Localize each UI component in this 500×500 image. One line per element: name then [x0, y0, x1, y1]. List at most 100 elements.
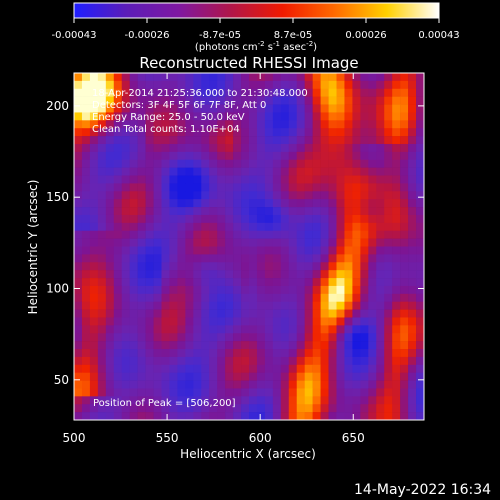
heatmap-cell	[336, 175, 345, 184]
heatmap-cell	[225, 356, 234, 366]
heatmap-cell	[185, 80, 194, 90]
heatmap-cell	[74, 349, 83, 358]
heatmap-cell	[169, 80, 178, 90]
heatmap-cell	[113, 175, 123, 184]
heatmap-cell	[392, 293, 401, 303]
heatmap-cell	[336, 159, 345, 168]
heatmap-cell	[320, 151, 329, 161]
heatmap-cell	[336, 214, 345, 224]
heatmap-cell	[217, 128, 226, 137]
heatmap-cell	[416, 207, 424, 216]
heatmap-cell	[97, 349, 107, 358]
heatmap-cell	[384, 309, 393, 318]
heatmap-cell	[336, 254, 345, 263]
heatmap-cell	[392, 73, 401, 82]
heatmap-cell	[97, 372, 107, 381]
heatmap-cell	[328, 112, 337, 121]
heatmap-cell	[249, 396, 258, 405]
heatmap-cell	[408, 230, 417, 239]
heatmap-cell	[320, 207, 329, 216]
heatmap-cell	[304, 230, 313, 239]
heatmap-cell	[201, 104, 210, 113]
heatmap-cell	[225, 309, 234, 318]
heatmap-cell	[312, 364, 321, 373]
heatmap-cell	[153, 128, 162, 137]
heatmap-cell	[74, 151, 83, 161]
heatmap-cell	[105, 349, 115, 358]
heatmap-cell	[352, 207, 361, 216]
heatmap-cell	[416, 262, 424, 271]
heatmap-cell	[217, 143, 226, 153]
heatmap-cell	[161, 412, 170, 420]
heatmap-cell	[400, 372, 409, 381]
heatmap-cell	[105, 254, 115, 263]
heatmap-cell	[161, 285, 170, 295]
heatmap-cell	[233, 230, 242, 239]
heatmap-cell	[288, 396, 298, 405]
heatmap-cell	[177, 80, 186, 90]
heatmap-cell	[256, 238, 266, 247]
heatmap-cell	[201, 167, 210, 176]
heatmap-cell	[392, 262, 401, 271]
heatmap-cell	[81, 143, 91, 153]
heatmap-cell	[241, 159, 250, 168]
heatmap-cell	[280, 207, 290, 216]
heatmap-cell	[296, 73, 305, 82]
heatmap-cell	[400, 143, 409, 153]
heatmap-cell	[153, 120, 162, 129]
heatmap-cell	[296, 301, 305, 310]
heatmap-cell	[153, 143, 162, 153]
heatmap-cell	[320, 159, 329, 168]
heatmap-cell	[392, 120, 401, 129]
heatmap-cell	[256, 262, 266, 271]
heatmap-cell	[360, 207, 369, 216]
heatmap-cell	[344, 380, 353, 389]
heatmap-cell	[288, 309, 298, 318]
heatmap-cell	[408, 128, 417, 137]
heatmap-cell	[201, 183, 210, 192]
heatmap-cell	[336, 404, 345, 413]
heatmap-cell	[272, 207, 282, 216]
heatmap-cell	[272, 96, 282, 105]
heatmap-cell	[264, 356, 274, 366]
heatmap-cell	[392, 230, 401, 239]
heatmap-cell	[161, 151, 170, 161]
heatmap-cell	[145, 262, 154, 271]
heatmap-cell	[264, 120, 274, 129]
heatmap-cell	[249, 104, 258, 113]
heatmap-cell	[129, 309, 138, 318]
heatmap-cell	[352, 341, 361, 350]
heatmap-cell	[121, 341, 130, 350]
heatmap-cell	[376, 191, 385, 200]
heatmap-cell	[408, 317, 417, 326]
heatmap-cell	[280, 380, 290, 389]
heatmap-cell	[368, 356, 377, 366]
x-axis-tick-label: 600	[249, 431, 272, 445]
heatmap-cell	[304, 246, 313, 255]
heatmap-cell	[336, 356, 345, 366]
heatmap-cell	[312, 151, 321, 161]
heatmap-cell	[169, 112, 178, 121]
heatmap-cell	[113, 159, 123, 168]
heatmap-cell	[233, 159, 242, 168]
heatmap-cell	[225, 191, 234, 200]
heatmap-cell	[336, 191, 345, 200]
heatmap-cell	[368, 341, 377, 350]
heatmap-cell	[272, 214, 282, 224]
heatmap-cell	[352, 136, 361, 145]
heatmap-cell	[89, 207, 99, 216]
heatmap-cell	[241, 207, 250, 216]
heatmap-cell	[336, 104, 345, 113]
heatmap-cell	[81, 199, 91, 208]
heatmap-cell	[137, 262, 146, 271]
heatmap-cell	[400, 120, 409, 129]
heatmap-cell	[121, 333, 130, 342]
heatmap-cell	[256, 254, 266, 263]
heatmap-cell	[153, 222, 162, 232]
heatmap-cell	[384, 183, 393, 192]
heatmap-cell	[217, 80, 226, 90]
heatmap-cell	[376, 199, 385, 208]
heatmap-cell	[121, 230, 130, 239]
heatmap-cell	[304, 96, 313, 105]
heatmap-cell	[304, 285, 313, 295]
